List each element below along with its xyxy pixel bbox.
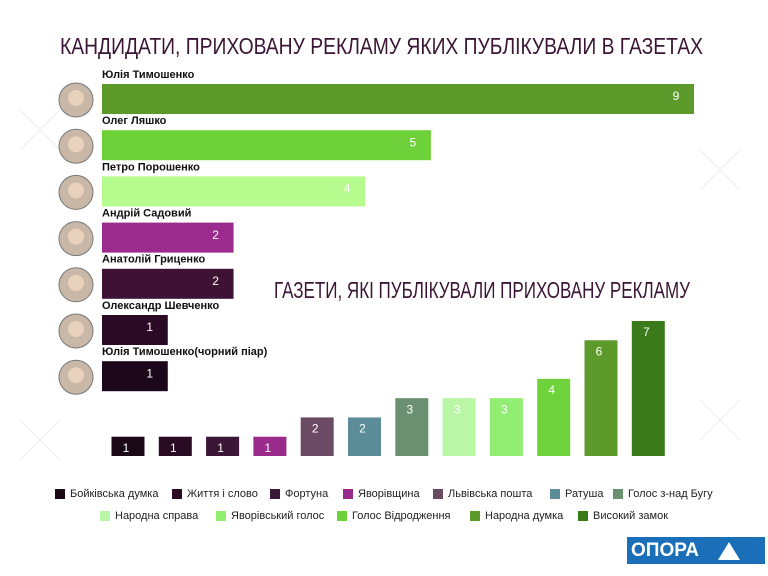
bar <box>631 321 665 456</box>
value-label: 2 <box>212 274 219 288</box>
legend-swatch <box>550 489 560 499</box>
value-label: 6 <box>596 344 603 358</box>
legend-swatch <box>343 489 353 499</box>
bar <box>102 176 366 207</box>
legend-label: Бойківська думка <box>70 488 159 500</box>
legend-label: Народна справа <box>115 510 199 522</box>
bar <box>537 378 571 456</box>
avatar-face <box>68 182 84 199</box>
value-label: 1 <box>123 441 130 455</box>
candidate-name: Анатолій Гриценко <box>102 254 205 266</box>
bar <box>206 436 240 456</box>
bar <box>111 436 145 456</box>
candidate-name: Юлія Тимошенко(чорний піар) <box>102 346 268 358</box>
bar <box>102 268 234 299</box>
value-label: 3 <box>406 402 413 416</box>
legend-label: Життя і слово <box>187 488 258 500</box>
background-pattern <box>19 109 741 461</box>
avatar-face <box>68 321 84 337</box>
legend-swatch <box>470 511 480 521</box>
legend-swatch <box>216 511 226 521</box>
candidate-name: Олександр Шевченко <box>102 300 220 312</box>
bar <box>102 84 694 114</box>
avatar-face <box>68 136 84 153</box>
bar <box>102 361 168 392</box>
avatar-face <box>68 274 84 291</box>
legend-label: Фортуна <box>285 488 329 500</box>
value-label: 1 <box>217 441 224 455</box>
candidate-name: Юлія Тимошенко <box>102 69 195 81</box>
value-label: 7 <box>643 325 650 339</box>
avatar-face <box>68 90 84 106</box>
legend-label: Високий замок <box>593 510 668 522</box>
bar <box>348 417 381 456</box>
value-label: 2 <box>359 422 366 436</box>
logo-icon <box>718 542 740 560</box>
chart-title: КАНДИДАТИ, ПРИХОВАНУ РЕКЛАМУ ЯКИХ ПУБЛІК… <box>60 33 703 59</box>
bar <box>253 436 287 456</box>
legend-label: Львівська пошта <box>448 488 533 500</box>
legend-label: Голос Відродження <box>352 510 451 522</box>
value-label: 2 <box>312 422 319 436</box>
value-label: 1 <box>146 320 153 334</box>
value-label: 3 <box>501 402 508 416</box>
value-label: 1 <box>265 441 272 455</box>
bar <box>489 398 523 456</box>
legend-label: Голос з-над Бугу <box>628 488 713 500</box>
bar <box>584 340 618 456</box>
bar <box>395 398 429 456</box>
legend-swatch <box>578 511 588 521</box>
value-label: 1 <box>146 366 153 380</box>
bar <box>102 222 234 253</box>
value-label: 5 <box>410 135 417 149</box>
legend-swatch <box>613 489 623 499</box>
logo-box <box>627 537 765 564</box>
legend-swatch <box>55 489 65 499</box>
value-label: 9 <box>673 89 680 103</box>
avatar-face <box>68 228 84 245</box>
bar <box>102 130 431 161</box>
legend-label: Народна думка <box>485 510 564 522</box>
value-label: 4 <box>344 182 351 196</box>
bar <box>442 398 476 456</box>
bar <box>158 436 192 456</box>
legend-swatch <box>100 511 110 521</box>
value-label: 2 <box>212 228 219 242</box>
value-label: 3 <box>454 402 461 416</box>
candidate-name: Андрій Садовий <box>102 208 191 220</box>
legend-label: Яворівський голос <box>231 510 325 522</box>
value-label: 4 <box>548 383 555 397</box>
candidate-name: Петро Порошенко <box>102 161 200 173</box>
legend-swatch <box>433 489 443 499</box>
legend-label: Яворівщина <box>358 488 420 500</box>
legend-swatch <box>172 489 182 499</box>
avatar-face <box>68 367 84 384</box>
chart-title: ГАЗЕТИ, ЯКІ ПУБЛІКУВАЛИ ПРИХОВАНУ РЕКЛАМ… <box>274 277 690 303</box>
value-label: 1 <box>170 441 177 455</box>
bar <box>300 417 334 456</box>
legend-label: Ратуша <box>565 488 604 500</box>
legend-swatch <box>337 511 347 521</box>
logo: ОПОРА <box>627 537 765 564</box>
bar <box>102 315 168 345</box>
legend-swatch <box>270 489 280 499</box>
candidate-name: Олег Ляшко <box>102 115 167 127</box>
logo-text: ОПОРА <box>631 540 699 561</box>
